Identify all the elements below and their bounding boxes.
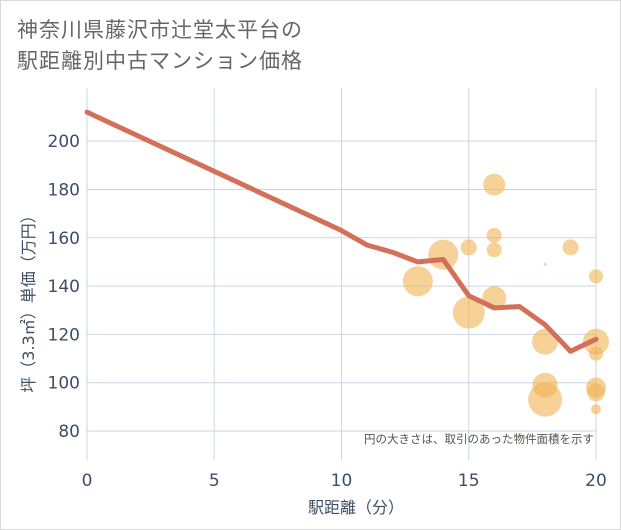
scatter-point — [402, 266, 433, 297]
x-tick-label: 15 — [458, 471, 480, 491]
chart-title-line-1: 神奈川県藤沢市辻堂太平台の — [17, 18, 303, 42]
scatter-point — [486, 242, 502, 258]
scatter-point — [528, 382, 563, 417]
grid-lines — [86, 88, 597, 460]
y-axis-label: 坪（3.3㎡）単価（万円） — [19, 207, 38, 392]
scatter-points — [402, 173, 609, 438]
scatter-point — [428, 239, 459, 270]
size-annotation: 円の大きさは、取引のあった物件面積を示す — [364, 432, 594, 446]
chart-title-line-2: 駅距離別中古マンション価格 — [17, 49, 303, 73]
chart-title: 神奈川県藤沢市辻堂太平台の 駅距離別中古マンション価格 — [17, 15, 303, 77]
tick-labels: 0 5 10 15 20 80 100 120 140 160 180 200 — [48, 132, 607, 491]
x-tick-label: 10 — [331, 471, 353, 491]
x-tick-label: 20 — [585, 471, 607, 491]
y-tick-label: 140 — [48, 277, 80, 297]
y-tick-label: 160 — [48, 229, 80, 249]
scatter-point — [543, 262, 547, 266]
scatter-point — [460, 239, 477, 256]
scatter-point — [517, 433, 522, 438]
y-tick-label: 120 — [48, 325, 80, 345]
scatter-point — [483, 173, 506, 196]
x-tick-label: 5 — [209, 471, 220, 491]
x-axis-label: 駅距離（分） — [308, 498, 404, 517]
y-tick-label: 100 — [48, 374, 80, 394]
scatter-point — [452, 296, 485, 329]
average-price-line — [84, 109, 599, 354]
scatter-point — [486, 227, 502, 243]
y-tick-label: 180 — [48, 180, 80, 200]
scatter-point — [591, 404, 601, 415]
scatter-point — [562, 239, 579, 256]
y-tick-label: 200 — [48, 132, 80, 152]
scatter-point — [589, 269, 603, 284]
x-tick-label: 0 — [82, 471, 93, 491]
y-tick-label: 80 — [58, 422, 80, 442]
scatter-point — [532, 328, 559, 355]
scatter-point — [587, 383, 605, 402]
scatter-point — [589, 346, 603, 361]
